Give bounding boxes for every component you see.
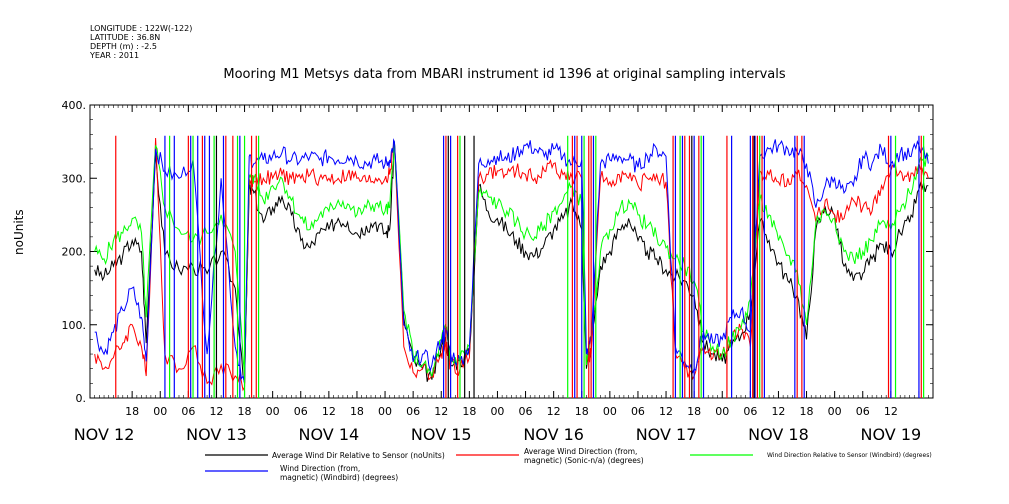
x-tick-label: 18 <box>350 405 364 418</box>
x-tick-label: 18 <box>125 405 139 418</box>
meta-year: YEAR : 2011 <box>90 51 140 60</box>
day-label: NOV 18 <box>748 425 809 444</box>
series-line-2 <box>94 141 929 378</box>
x-tick-label: 06 <box>743 405 757 418</box>
legend-label-2: Wind Direction Relative to Sensor (Windb… <box>767 452 932 459</box>
x-tick-label: 12 <box>884 405 898 418</box>
day-label: NOV 13 <box>186 425 247 444</box>
x-tick-label: 00 <box>490 405 504 418</box>
y-tick-label: 200. <box>62 246 87 259</box>
legend-label-3: Wind Direction (from, <box>280 464 360 473</box>
x-tick-label: 00 <box>153 405 167 418</box>
legend-label-1: Average Wind Direction (from, <box>524 447 637 456</box>
x-tick-label: 12 <box>322 405 336 418</box>
y-tick-label: 100. <box>62 319 87 332</box>
x-tick-label: 06 <box>406 405 420 418</box>
series-line-1 <box>94 137 929 392</box>
x-tick-label: 18 <box>687 405 701 418</box>
x-tick-label: 06 <box>519 405 533 418</box>
meta-latitude: LATITUDE : 36.8N <box>90 33 161 42</box>
meta-depth: DEPTH (m) : -2.5 <box>90 42 157 51</box>
x-tick-label: 18 <box>575 405 589 418</box>
day-label: NOV 19 <box>861 425 922 444</box>
x-tick-label: 12 <box>434 405 448 418</box>
chart-title: Mooring M1 Metsys data from MBARI instru… <box>223 67 786 82</box>
day-label: NOV 16 <box>523 425 584 444</box>
x-tick-label: 12 <box>771 405 785 418</box>
x-tick-label: 06 <box>631 405 645 418</box>
y-tick-label: 0. <box>76 392 87 405</box>
x-tick-label: 12 <box>209 405 223 418</box>
x-tick-label: 06 <box>856 405 870 418</box>
x-tick-label: 00 <box>266 405 280 418</box>
y-tick-label: 400. <box>62 99 87 112</box>
x-tick-label: 12 <box>547 405 561 418</box>
x-tick-label: 18 <box>462 405 476 418</box>
x-tick-label: 06 <box>294 405 308 418</box>
x-tick-label: 00 <box>603 405 617 418</box>
x-tick-label: 00 <box>828 405 842 418</box>
legend-label-0: Average Wind Dir Relative to Sensor (noU… <box>272 451 445 460</box>
legend-label-1: magnetic) (Sonic-n/a) (degrees) <box>524 456 644 465</box>
y-tick-label: 300. <box>62 172 87 185</box>
meta-longitude: LONGITUDE : 122W(-122) <box>90 24 193 33</box>
series-line-3 <box>94 138 929 384</box>
day-label: NOV 15 <box>411 425 472 444</box>
series-line-0 <box>94 141 929 384</box>
x-tick-label: 18 <box>238 405 252 418</box>
day-label: NOV 14 <box>299 425 360 444</box>
x-tick-label: 12 <box>659 405 673 418</box>
x-tick-label: 00 <box>378 405 392 418</box>
x-tick-label: 00 <box>715 405 729 418</box>
legend-label-3: magnetic) (Windbird) (degrees) <box>280 473 398 482</box>
day-label: NOV 12 <box>74 425 135 444</box>
x-tick-label: 18 <box>800 405 814 418</box>
day-label: NOV 17 <box>636 425 697 444</box>
x-tick-label: 06 <box>181 405 195 418</box>
